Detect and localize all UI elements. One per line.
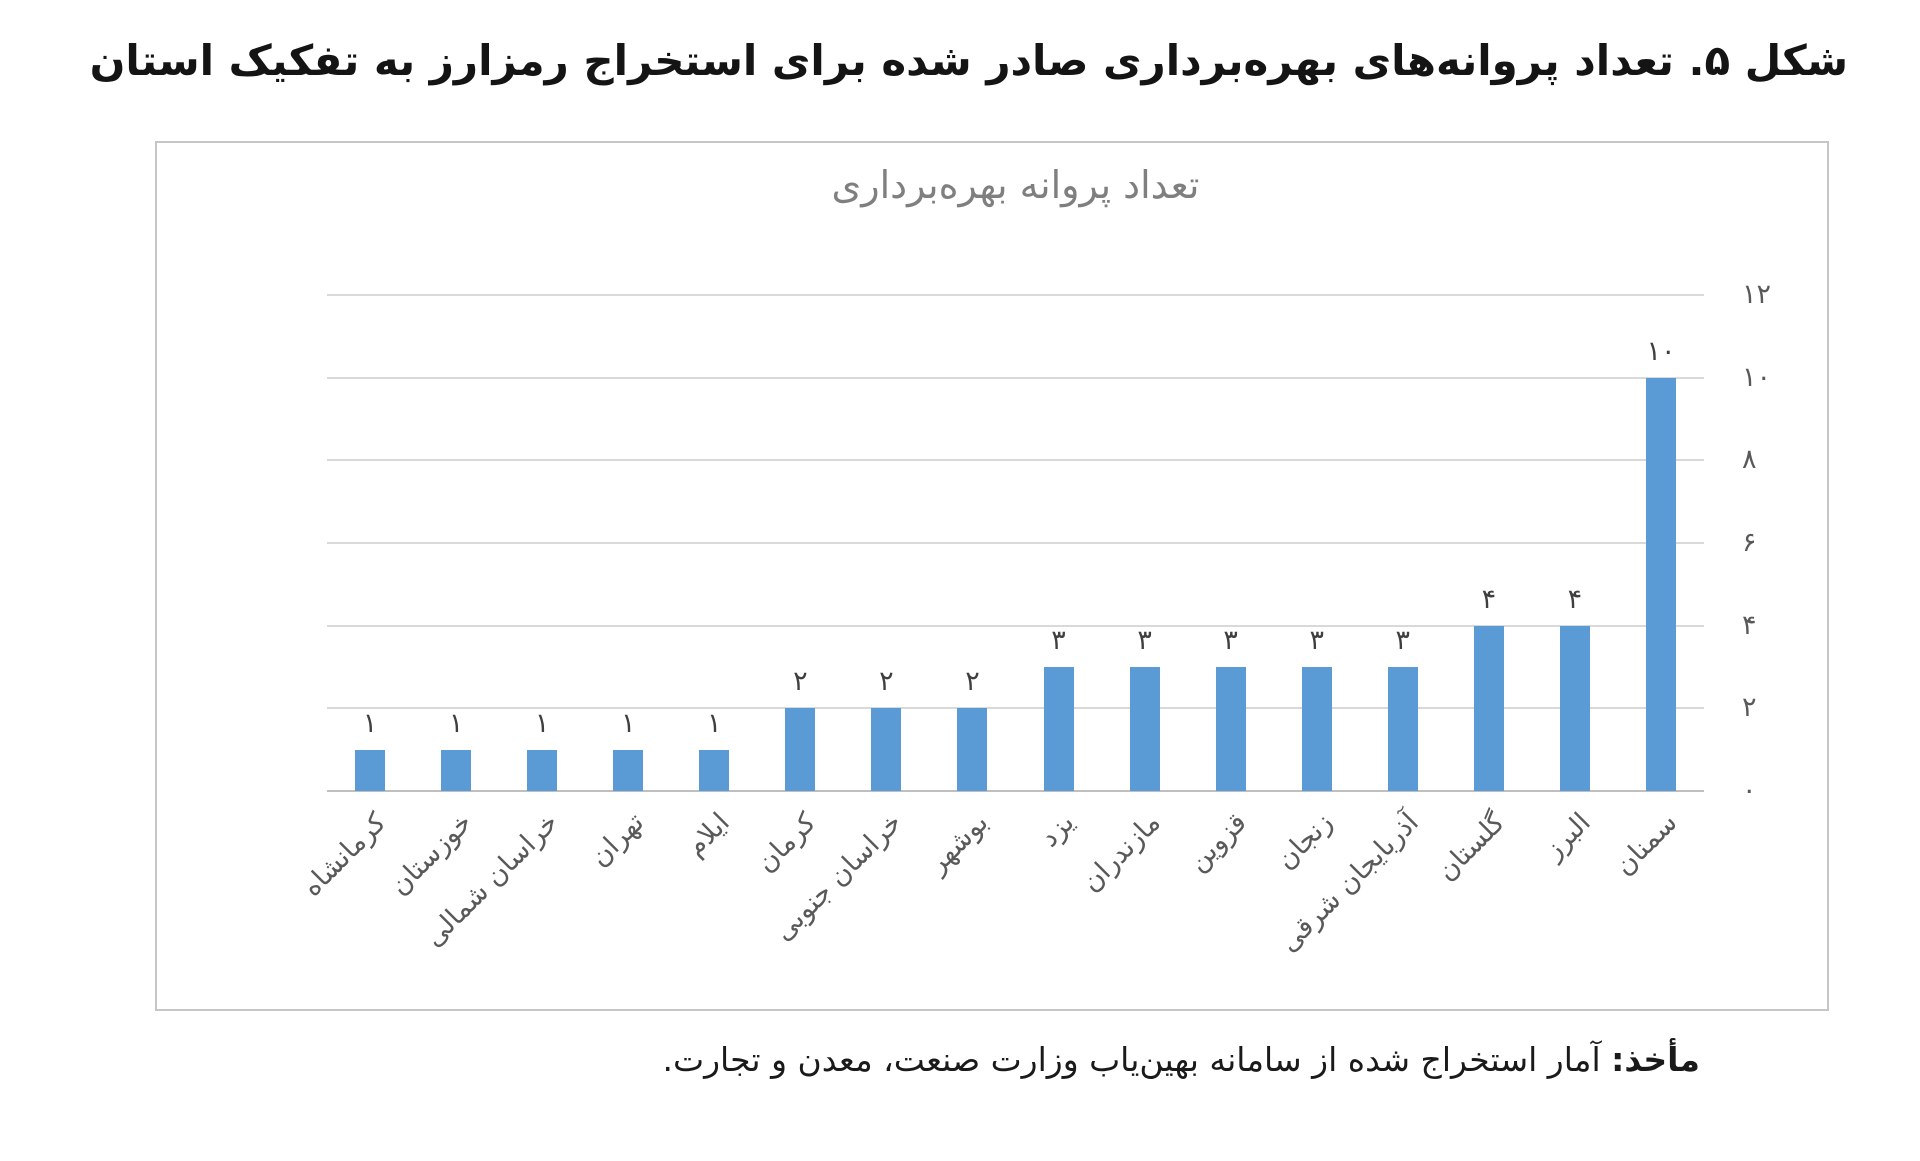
grid-line: [327, 376, 1704, 379]
grid-line: [327, 294, 1704, 296]
x-axis-line: [327, 790, 1704, 792]
bar: [527, 749, 558, 791]
bar-value-label: ۱۰: [1646, 335, 1676, 367]
grid-line: [327, 624, 1704, 627]
x-axis-label: گلستان: [1430, 807, 1511, 887]
chart-figure: تعداد پروانه بهره‌برداری ۰ ۲ ۴ ۶ ۸ ۱۰ ۱۲ ۱ کرمان…: [155, 141, 1829, 1011]
bar-value-label: ۳: [1223, 625, 1238, 656]
source-label: مأخذ:: [1611, 1040, 1700, 1079]
bar-value-label: ۲: [793, 666, 808, 698]
bar: [1043, 667, 1074, 791]
bar: [699, 749, 730, 791]
bar-value-label: ۱: [620, 707, 636, 739]
bar: [957, 708, 988, 791]
bar-value-label: ۱: [707, 707, 722, 739]
y-axis-tick-label: ۶: [1742, 527, 1757, 558]
bar: [1559, 625, 1590, 791]
x-axis-label: یزد: [1034, 807, 1081, 854]
x-axis-label: زنجان: [1270, 807, 1339, 876]
bar: [1387, 667, 1418, 791]
source-text: آمار استخراج شده از سامانه بهین‌یاب وزار…: [662, 1040, 1601, 1079]
bar-value-label: ۳: [1051, 625, 1066, 656]
x-axis-label: ایلام: [680, 807, 737, 863]
bar: [1473, 625, 1504, 791]
bar: [613, 749, 644, 791]
y-axis-tick-label: ۴: [1742, 609, 1757, 641]
x-axis-label: کرمانشاه: [296, 807, 392, 903]
x-axis-label: تهران: [584, 807, 651, 873]
bar-value-label: ۳: [1137, 625, 1152, 656]
plot-area: ۰ ۲ ۴ ۶ ۸ ۱۰ ۱۲ ۱ کرمانشاه ۱ خوزستان ۱ خراسان شمالی ۱…: [296, 279, 1771, 958]
grid-line: [327, 707, 1704, 710]
bar-value-label: ۱: [362, 707, 378, 739]
y-axis-tick-label: ۸: [1742, 444, 1757, 476]
bar: [785, 708, 816, 791]
y-axis-tick-label: ۱۲: [1742, 279, 1772, 310]
grid-line: [327, 459, 1704, 462]
x-axis-label: کرمان: [750, 807, 823, 879]
bar: [1645, 377, 1676, 791]
x-axis-label: بوشهر: [921, 807, 995, 880]
page-title: شکل ۵. تعداد پروانه‌های بهره‌برداری صادر…: [89, 36, 1848, 85]
bar-value-label: ۴: [1481, 583, 1497, 615]
bar-value-label: ۳: [1309, 625, 1324, 656]
bar-value-label: ۲: [965, 666, 980, 698]
x-axis-label: سمنان: [1608, 807, 1683, 882]
y-axis-tick-label: ۱۰: [1742, 361, 1772, 393]
x-axis-label: مازندران: [1075, 807, 1167, 899]
bar: [1301, 667, 1332, 791]
bar-value-label: ۲: [879, 666, 894, 698]
source-note: مأخذ: آمار استخراج شده از سامانه بهین‌یا…: [663, 1040, 1700, 1079]
chart-title: تعداد پروانه بهره‌برداری: [831, 163, 1200, 207]
grid-line: [327, 542, 1704, 544]
bar: [355, 749, 386, 791]
bar: [441, 749, 472, 791]
x-axis-label: قزوین: [1181, 807, 1253, 878]
bar: [871, 708, 902, 791]
bar-value-label: ۳: [1395, 625, 1411, 656]
x-axis-label: البرز: [1538, 807, 1597, 866]
bar-value-label: ۱: [534, 707, 550, 739]
bar: [1215, 667, 1246, 791]
y-axis-tick-label: ۲: [1742, 692, 1757, 724]
y-axis-tick-label: ۰: [1742, 775, 1757, 806]
bar: [1129, 667, 1160, 791]
bar-value-label: ۱: [448, 707, 464, 739]
bar-value-label: ۴: [1567, 583, 1583, 615]
